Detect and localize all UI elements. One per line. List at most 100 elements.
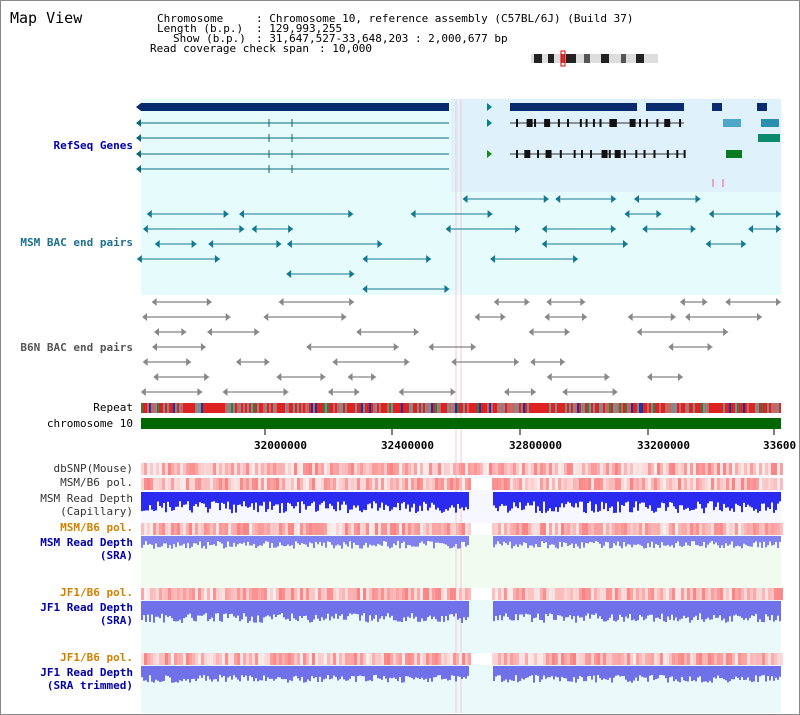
depth-bar xyxy=(439,536,441,544)
heat-cell xyxy=(516,523,519,535)
heat-cell xyxy=(624,653,627,665)
depth-bar xyxy=(641,666,643,677)
depth-bar xyxy=(283,601,285,618)
depth-bar xyxy=(573,492,575,508)
heat-cell xyxy=(345,523,348,535)
heat-cell xyxy=(354,588,357,600)
depth-bar xyxy=(225,536,227,548)
track-label-jf1-depth-sra[interactable]: JF1 Read Depth xyxy=(40,601,133,614)
heat-cell xyxy=(504,463,507,475)
depth-bar xyxy=(385,666,387,679)
depth-bar xyxy=(657,601,659,618)
track-label-msm-depth-cap[interactable]: MSM Read Depth xyxy=(40,492,133,505)
repeat-mark xyxy=(573,403,575,413)
heat-cell xyxy=(249,653,252,665)
depth-bar xyxy=(595,492,597,505)
heat-cell xyxy=(402,463,405,475)
depth-bar xyxy=(383,601,385,620)
track-label-msm-b6-pol-2[interactable]: MSM/B6 pol. xyxy=(60,521,133,534)
track-label-msm-bac[interactable]: MSM BAC end pairs xyxy=(20,236,133,249)
heat-cell xyxy=(612,463,615,475)
heat-cell xyxy=(408,588,411,600)
heat-cell xyxy=(195,653,198,665)
depth-bar xyxy=(743,666,745,680)
repeat-mark xyxy=(201,403,203,413)
exon-mark xyxy=(567,119,570,127)
depth-bar xyxy=(765,492,767,511)
depth-bar xyxy=(443,601,445,622)
heat-cell xyxy=(435,588,438,600)
heat-cell xyxy=(393,478,396,490)
depth-bar xyxy=(149,666,151,676)
heat-cell xyxy=(345,463,348,475)
depth-bar xyxy=(437,536,439,543)
depth-bar xyxy=(207,601,209,622)
heat-cell xyxy=(762,653,765,665)
depth-bar xyxy=(601,492,603,502)
heat-gap xyxy=(477,523,480,535)
heat-cell xyxy=(699,478,702,490)
depth-bar xyxy=(685,601,687,619)
heat-cell xyxy=(441,463,444,475)
heat-gap xyxy=(489,588,492,600)
depth-bar xyxy=(685,492,687,509)
depth-bar xyxy=(451,536,453,548)
depth-bar xyxy=(257,536,259,547)
depth-bar xyxy=(227,666,229,678)
depth-bar xyxy=(215,536,217,546)
repeat-mark xyxy=(349,403,351,413)
heat-cell xyxy=(663,463,666,475)
gene-block xyxy=(758,134,780,142)
heat-cell xyxy=(549,653,552,665)
heat-gap xyxy=(471,478,474,490)
depth-bar xyxy=(401,601,403,622)
heat-cell xyxy=(297,588,300,600)
track-label-msm-b6-pol-1[interactable]: MSM/B6 pol. xyxy=(60,476,133,489)
depth-bar xyxy=(279,492,281,513)
depth-bar xyxy=(161,601,163,614)
heat-cell xyxy=(777,478,780,490)
heat-cell xyxy=(507,653,510,665)
heat-cell xyxy=(642,523,645,535)
heat-cell xyxy=(726,463,729,475)
depth-bar xyxy=(435,492,437,510)
depth-bar xyxy=(539,666,541,683)
heat-cell xyxy=(423,653,426,665)
repeat-mark xyxy=(457,403,459,413)
repeat-mark xyxy=(463,403,465,413)
bac-end xyxy=(136,255,142,263)
depth-bar xyxy=(395,536,397,546)
heat-cell xyxy=(534,523,537,535)
track-label-refseq[interactable]: RefSeq Genes xyxy=(53,139,133,152)
heat-cell xyxy=(381,653,384,665)
track-label-msm-depth-sra[interactable]: MSM Read Depth xyxy=(40,536,133,549)
repeat-mark xyxy=(617,403,619,413)
repeat-mark xyxy=(299,403,301,413)
depth-bar xyxy=(203,536,205,546)
depth-bar xyxy=(301,601,303,619)
heat-cell xyxy=(411,478,414,490)
heat-cell xyxy=(372,478,375,490)
track-label-jf1-depth-trim[interactable]: JF1 Read Depth xyxy=(40,666,133,679)
track-label-jf1-b6-pol-1[interactable]: JF1/B6 pol. xyxy=(60,586,133,599)
depth-bar xyxy=(451,666,453,676)
depth-bar xyxy=(735,666,737,677)
depth-bar xyxy=(495,601,497,617)
track-label-dbsnp[interactable]: dbSNP(Mouse) xyxy=(53,462,133,475)
track-label-jf1-b6-pol-2[interactable]: JF1/B6 pol. xyxy=(60,651,133,664)
heat-cell xyxy=(708,463,711,475)
heat-cell xyxy=(585,463,588,475)
repeat-mark xyxy=(519,403,521,413)
depth-bar xyxy=(765,536,767,548)
depth-bar xyxy=(407,536,409,546)
depth-bar xyxy=(613,536,615,544)
repeat-mark xyxy=(185,403,187,413)
heat-cell xyxy=(534,463,537,475)
repeat-mark xyxy=(443,403,445,413)
depth-bar xyxy=(539,536,541,548)
heat-cell xyxy=(606,463,609,475)
gene-block xyxy=(761,119,779,127)
repeat-mark xyxy=(309,403,311,413)
track-label-b6n-bac[interactable]: B6N BAC end pairs xyxy=(20,341,133,354)
heat-cell xyxy=(648,478,651,490)
